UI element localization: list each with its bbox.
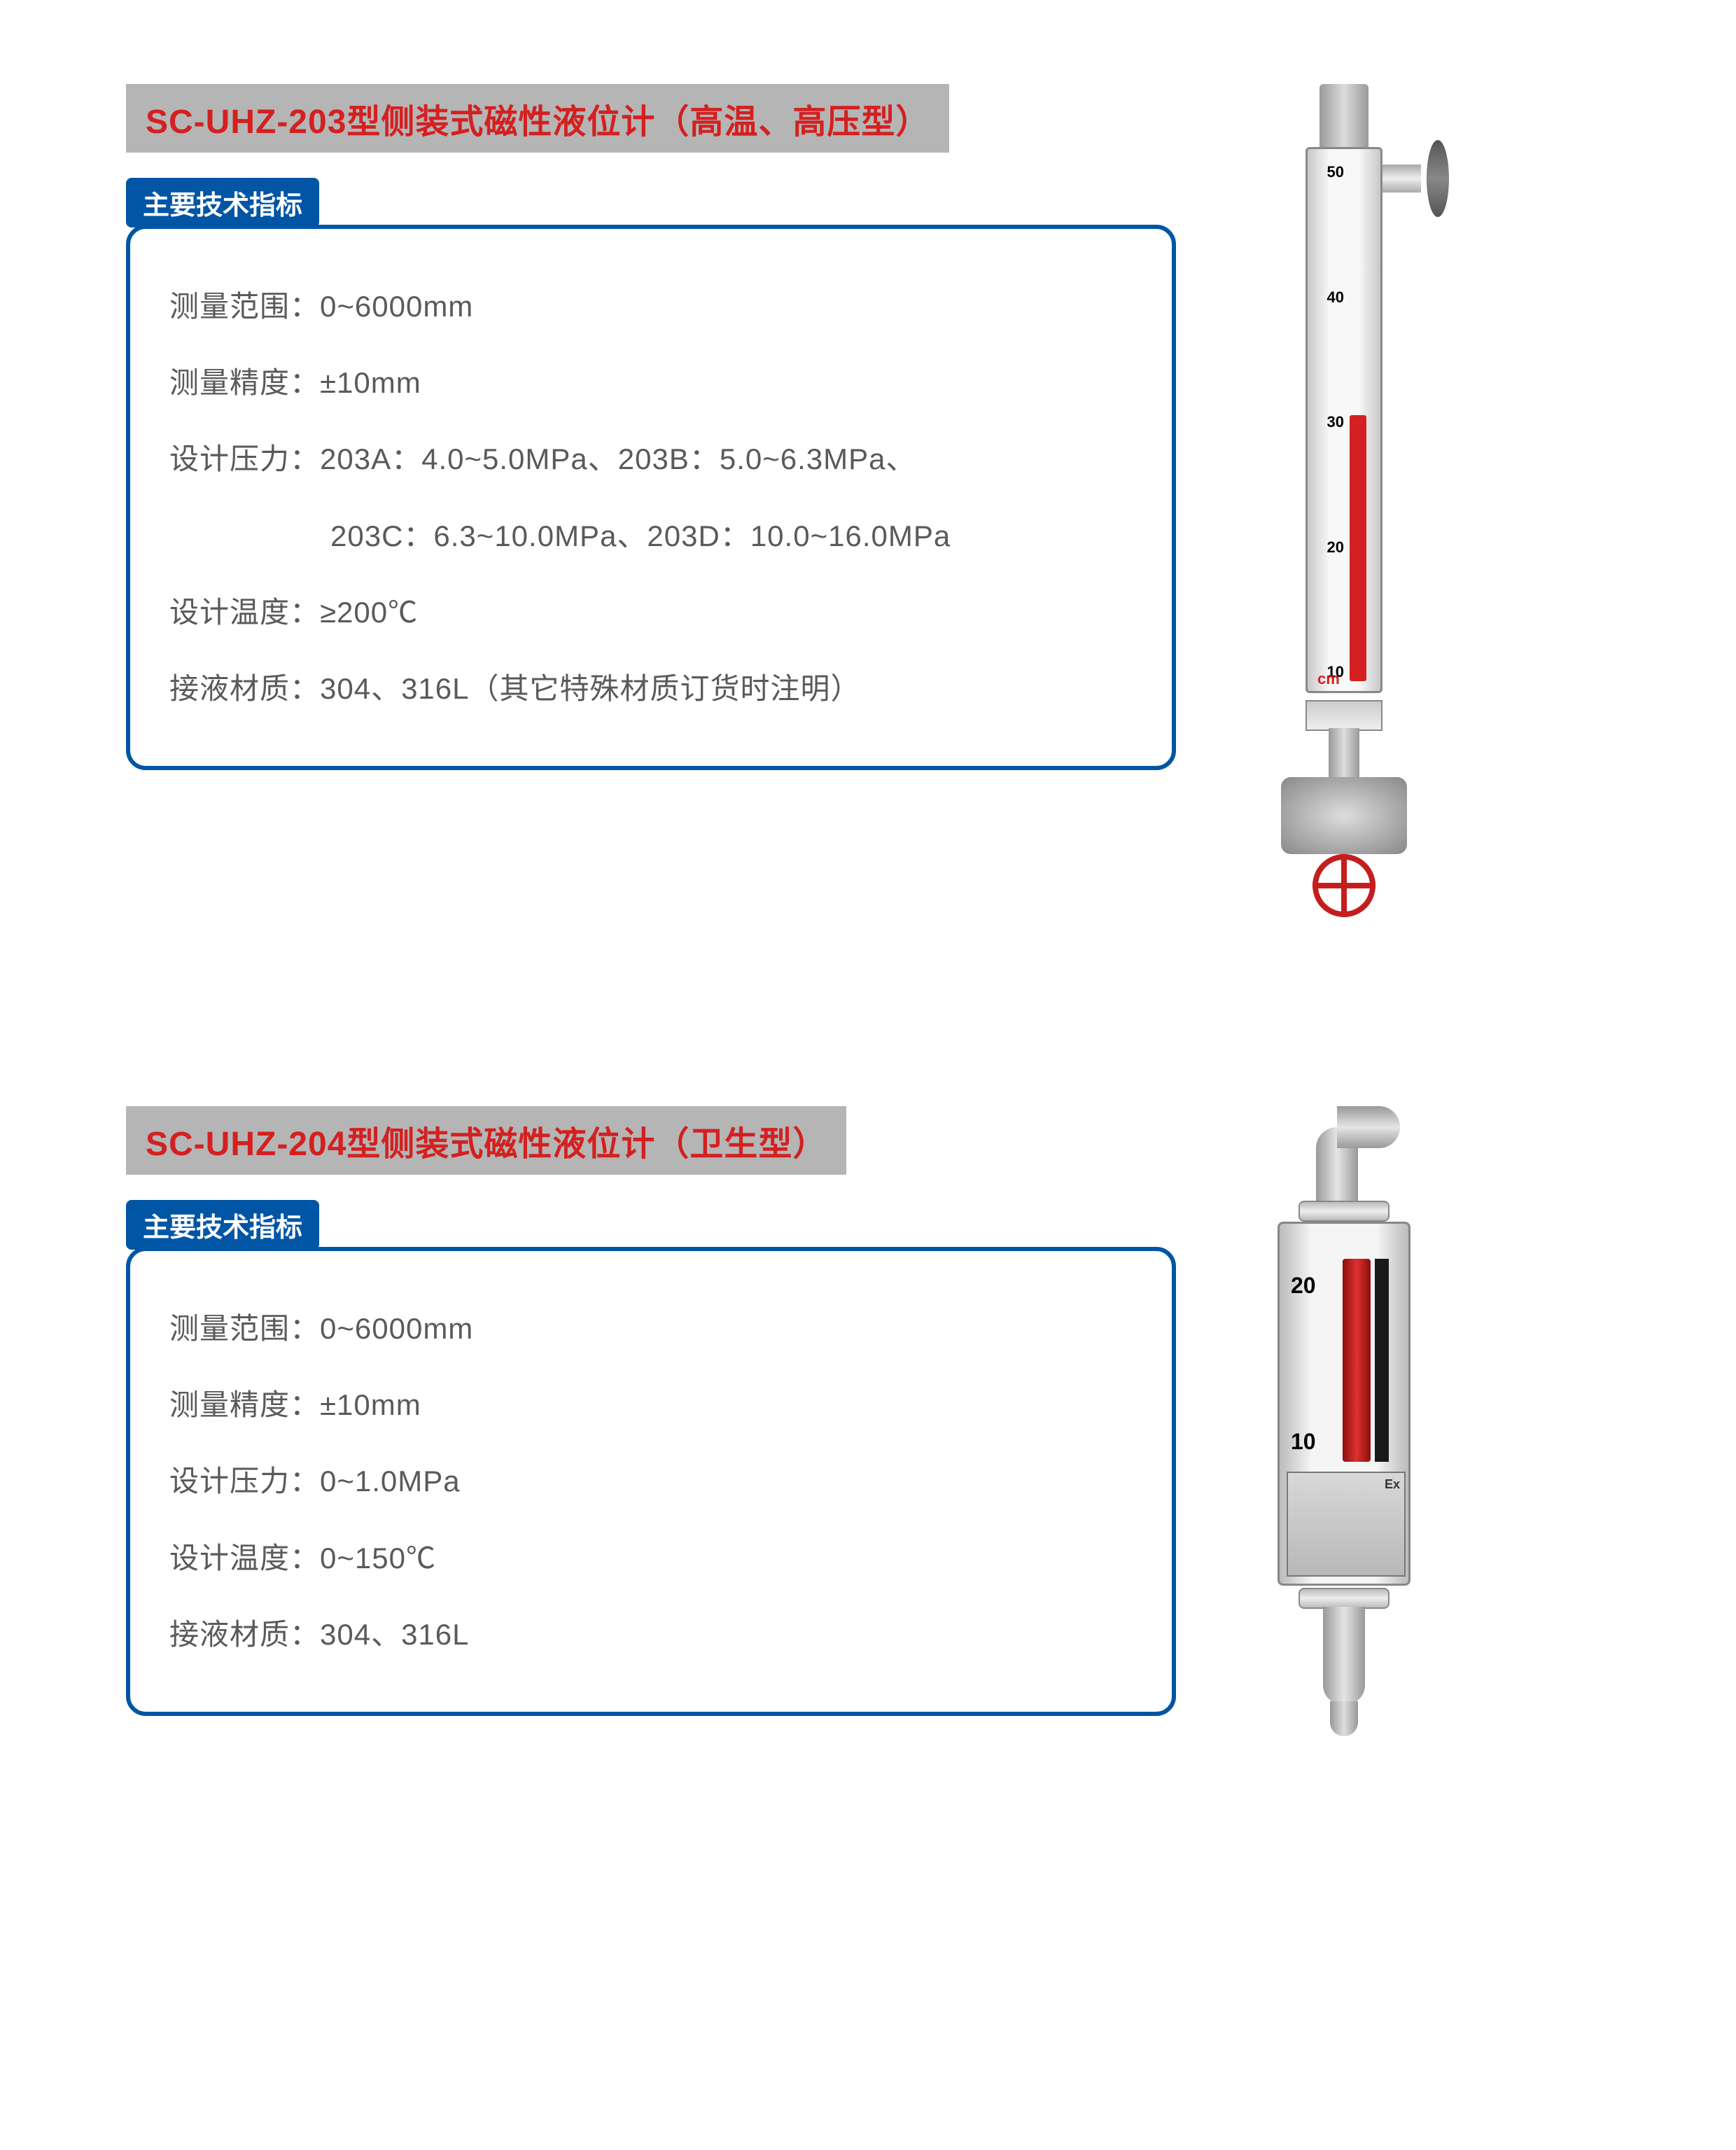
product-image-col: 50 40 30 20 10 cm	[1218, 84, 1470, 910]
spec-material: 接液材质：304、316L	[169, 1596, 1133, 1673]
gauge-drain-valve	[1312, 854, 1376, 917]
spec-box: 测量范围：0~6000mm 测量精度：±10mm 设计压力：0~1.0MPa 设…	[126, 1247, 1176, 1716]
title-bar: SC-UHZ-203型侧装式磁性液位计（高温、高压型）	[126, 84, 949, 153]
spec-pressure: 设计压力：0~1.0MPa	[169, 1443, 1133, 1519]
spec-material: 接液材质：304、316L（其它特殊材质订货时注明）	[169, 650, 1133, 727]
spec-range: 测量范围：0~6000mm	[169, 1290, 1133, 1367]
gauge-top-elbow	[1295, 1106, 1393, 1204]
product-left-col: SC-UHZ-204型侧装式磁性液位计（卫生型） 主要技术指标 测量范围：0~6…	[126, 1106, 1176, 1736]
gauge-indicator	[1350, 415, 1366, 681]
product-left-col: SC-UHZ-203型侧装式磁性液位计（高温、高压型） 主要技术指标 测量范围：…	[126, 84, 1176, 910]
gauge-top-cap	[1320, 84, 1368, 147]
subtitle-text: 主要技术指标	[143, 1213, 302, 1243]
subtitle-bar: 主要技术指标	[126, 178, 319, 228]
scale-mark: 20	[1291, 1273, 1330, 1299]
gauge-red-indicator	[1343, 1259, 1371, 1462]
product-section-204: SC-UHZ-204型侧装式磁性液位计（卫生型） 主要技术指标 测量范围：0~6…	[126, 1106, 1610, 1736]
gauge-204-illustration: 20 10 Ex	[1253, 1106, 1435, 1736]
gauge-nameplate: Ex	[1287, 1472, 1406, 1577]
title-bar: SC-UHZ-204型侧装式磁性液位计（卫生型）	[126, 1106, 846, 1175]
spec-accuracy: 测量精度：±10mm	[169, 1367, 1133, 1443]
product-section-203: SC-UHZ-203型侧装式磁性液位计（高温、高压型） 主要技术指标 测量范围：…	[126, 84, 1610, 910]
product-image-col: 20 10 Ex	[1218, 1106, 1470, 1736]
gauge-body: 20 10 Ex	[1278, 1222, 1410, 1586]
spec-pressure-1: 设计压力：203A：4.0~5.0MPa、203B：5.0~6.3MPa、	[169, 421, 1133, 497]
gauge-unit: cm	[1317, 670, 1340, 688]
spec-temperature: 设计温度：≥200℃	[169, 574, 1133, 650]
scale-mark: 50	[1316, 163, 1344, 181]
ex-mark: Ex	[1385, 1477, 1400, 1492]
gauge-top-clamp	[1298, 1201, 1390, 1222]
gauge-scale: 20 10	[1291, 1273, 1330, 1455]
valve-spoke	[1341, 854, 1347, 917]
gauge-black-strip	[1375, 1259, 1389, 1462]
spec-range: 测量范围：0~6000mm	[169, 268, 1133, 344]
gauge-bottom-clamp	[1298, 1588, 1390, 1609]
product-title: SC-UHZ-203型侧装式磁性液位计（高温、高压型）	[146, 104, 930, 141]
gauge-body: 50 40 30 20 10 cm	[1306, 147, 1382, 693]
spec-box: 测量范围：0~6000mm 测量精度：±10mm 设计压力：203A：4.0~5…	[126, 225, 1176, 770]
scale-mark: 10	[1291, 1429, 1330, 1455]
spec-temperature: 设计温度：0~150℃	[169, 1520, 1133, 1596]
gauge-nameplate	[1306, 700, 1382, 731]
gauge-pipe	[1329, 728, 1359, 784]
spec-pressure-2: 203C：6.3~10.0MPa、203D：10.0~16.0MPa	[169, 498, 1133, 574]
product-title: SC-UHZ-204型侧装式磁性液位计（卫生型）	[146, 1126, 827, 1163]
gauge-side-flange	[1379, 140, 1491, 217]
gauge-bottom-flange	[1281, 777, 1407, 854]
gauge-203-illustration: 50 40 30 20 10 cm	[1246, 84, 1442, 910]
scale-mark: 20	[1316, 538, 1344, 557]
spec-accuracy: 测量精度：±10mm	[169, 344, 1133, 421]
scale-mark: 30	[1316, 413, 1344, 431]
gauge-bottom-pipe	[1323, 1607, 1365, 1705]
scale-mark: 40	[1316, 288, 1344, 307]
gauge-drain	[1330, 1701, 1358, 1736]
subtitle-bar: 主要技术指标	[126, 1200, 319, 1250]
gauge-scale: 50 40 30 20 10	[1316, 163, 1344, 681]
subtitle-text: 主要技术指标	[143, 191, 302, 221]
